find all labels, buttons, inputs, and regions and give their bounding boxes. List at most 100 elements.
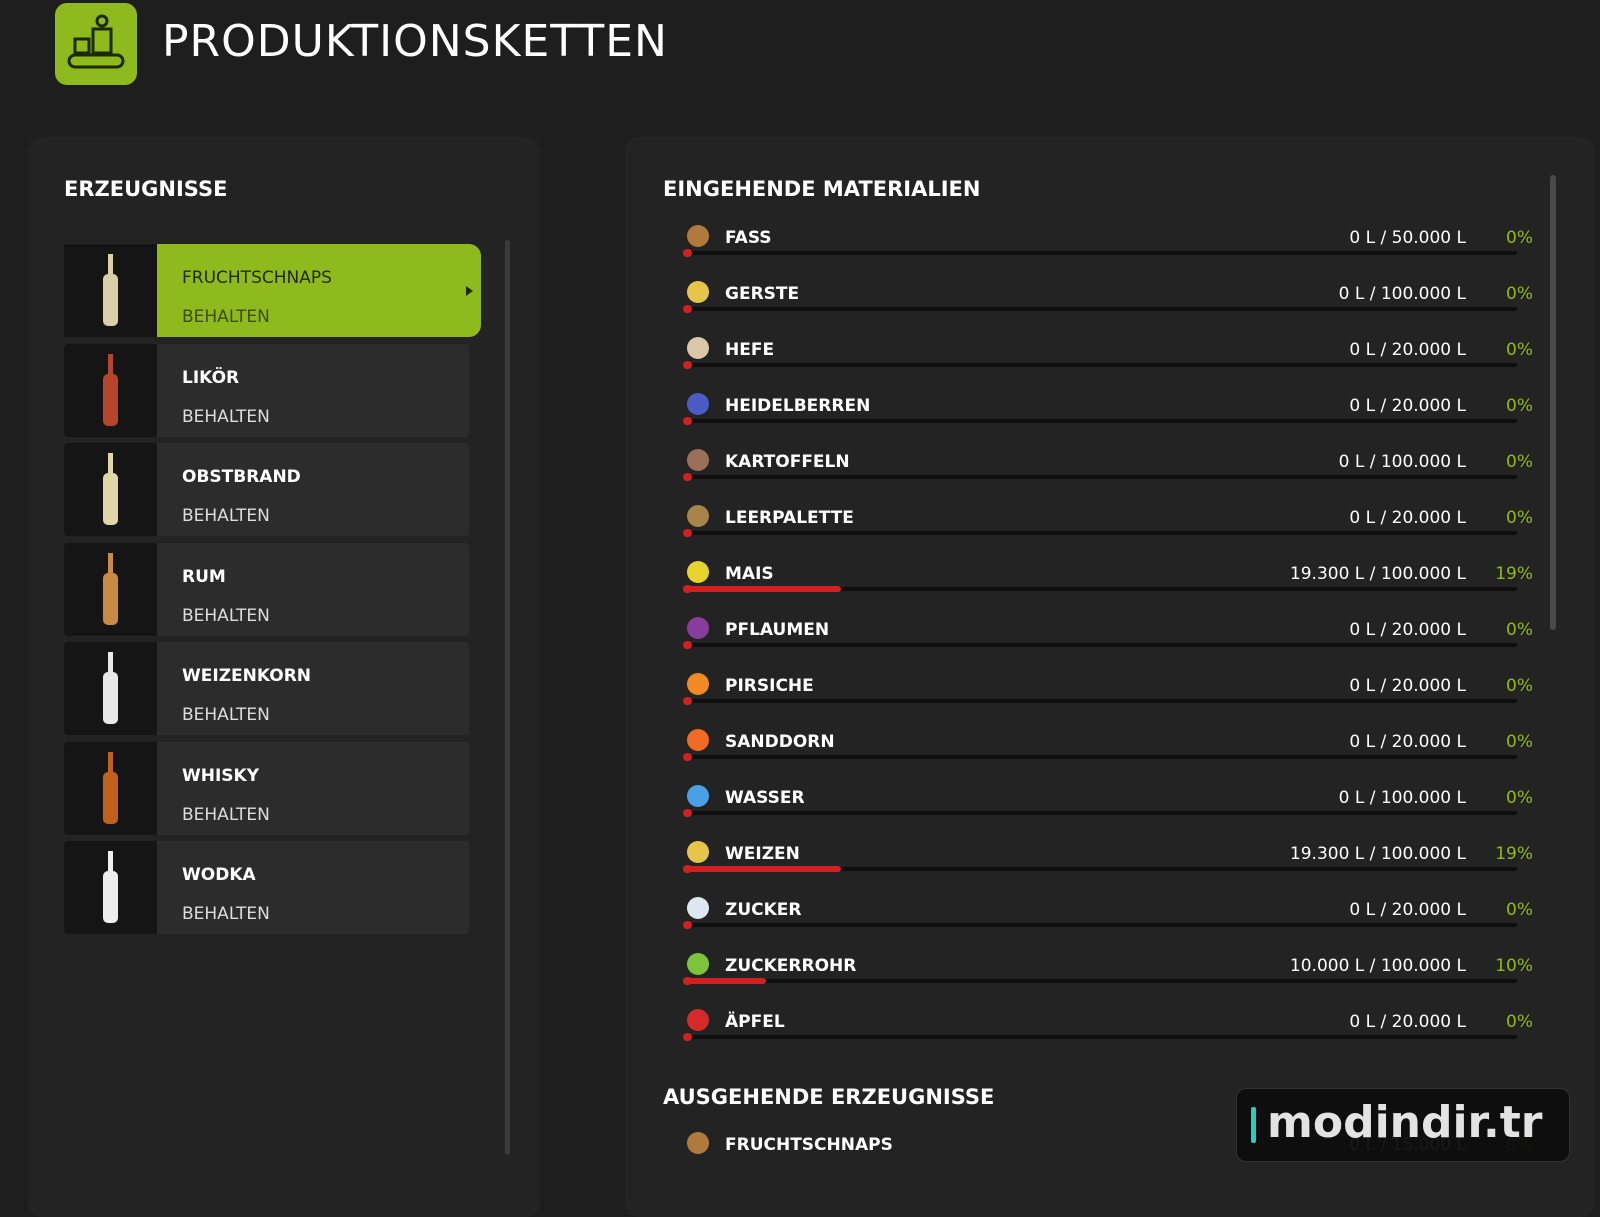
material-percent: 0% xyxy=(1506,396,1533,416)
product-name: FRUCHTSCHNAPS xyxy=(182,268,332,288)
progress-track xyxy=(683,1035,1517,1039)
progress-cap xyxy=(683,305,692,313)
material-percent: 0% xyxy=(1506,508,1533,528)
material-name: KARTOFFELN xyxy=(725,452,850,472)
material-icon xyxy=(687,673,709,695)
product-name: WEIZENKORN xyxy=(182,666,312,686)
material-icon xyxy=(687,561,709,583)
bottle xyxy=(103,453,118,525)
product-name: WHISKY xyxy=(182,765,260,786)
material-row: ZUCKERROHR 10.000 L / 100.000 L 10% xyxy=(663,953,1563,997)
material-icon xyxy=(687,841,709,863)
product-card[interactable]: WEIZENKORN BEHALTEN xyxy=(64,642,469,735)
product-card[interactable]: RUM BEHALTEN xyxy=(64,542,469,636)
material-amount: 0 L / 20.000 L xyxy=(1349,1012,1466,1032)
progress-track xyxy=(683,755,1517,759)
progress-track xyxy=(683,643,1517,647)
progress-cap xyxy=(683,641,692,649)
material-row: MAIS 19.300 L / 100.000 L 19% xyxy=(663,561,1563,605)
product-name: RUM xyxy=(182,566,226,587)
material-icon xyxy=(687,729,709,751)
material-amount: 0 L / 50.000 L xyxy=(1349,228,1466,248)
material-name: ZUCKERROHR xyxy=(725,956,857,976)
product-card[interactable]: LIKÖR BEHALTEN xyxy=(64,343,469,437)
material-percent: 0% xyxy=(1506,788,1533,808)
product-card[interactable]: WODKA BEHALTEN xyxy=(64,841,469,934)
outputs-title: AUSGEHENDE ERZEUGNISSE xyxy=(663,1085,995,1109)
material-amount: 0 L / 20.000 L xyxy=(1349,732,1466,752)
progress-cap xyxy=(683,753,692,761)
material-percent: 0% xyxy=(1506,900,1533,920)
material-percent: 0% xyxy=(1506,732,1533,752)
product-card[interactable]: WHISKY BEHALTEN xyxy=(64,741,469,835)
material-name: FASS xyxy=(725,228,772,248)
progress-fill xyxy=(683,866,842,872)
material-row: PFLAUMEN 0 L / 20.000 L 0% xyxy=(663,617,1563,661)
bottle xyxy=(103,254,118,326)
material-name: WEIZEN xyxy=(725,844,800,864)
app-icon xyxy=(55,3,137,85)
material-percent: 19% xyxy=(1495,844,1533,864)
progress-track xyxy=(683,475,1517,479)
inputs-title: EINGEHENDE MATERIALIEN xyxy=(663,177,981,201)
product-status: BEHALTEN xyxy=(182,904,270,924)
product-status: BEHALTEN xyxy=(182,406,270,427)
material-amount: 0 L / 100.000 L xyxy=(1338,452,1466,472)
progress-track xyxy=(683,419,1517,423)
progress-cap xyxy=(683,1033,692,1041)
scrollbar[interactable] xyxy=(505,240,510,1155)
material-row: LEERPALETTE 0 L / 20.000 L 0% xyxy=(663,505,1563,549)
material-percent: 0% xyxy=(1506,228,1533,248)
material-row: HEIDELBERREN 0 L / 20.000 L 0% xyxy=(663,393,1563,437)
product-thumb xyxy=(64,642,157,735)
material-percent: 0% xyxy=(1506,340,1533,360)
product-card[interactable]: OBSTBRAND BEHALTEN xyxy=(64,443,469,536)
material-icon xyxy=(687,281,709,303)
progress-track xyxy=(683,979,1517,983)
watermark: modindir.tr xyxy=(1267,1097,1543,1148)
products-title: ERZEUGNISSE xyxy=(64,177,228,201)
material-icon xyxy=(687,1132,709,1154)
material-percent: 0% xyxy=(1506,284,1533,304)
scrollbar[interactable] xyxy=(1550,175,1556,630)
material-amount: 0 L / 100.000 L xyxy=(1338,284,1466,304)
material-icon xyxy=(687,225,709,247)
page: PRODUKTIONSKETTEN ERZEUGNISSE FRUCHTSCHN… xyxy=(55,3,1570,1162)
material-name: HEIDELBERREN xyxy=(725,396,871,416)
material-row: ÄPFEL 0 L / 20.000 L 0% xyxy=(663,1009,1563,1053)
material-row: PIRSICHE 0 L / 20.000 L 0% xyxy=(663,673,1563,717)
material-amount: 0 L / 20.000 L xyxy=(1349,620,1466,640)
product-name: OBSTBRAND xyxy=(182,467,301,487)
material-amount: 0 L / 20.000 L xyxy=(1349,340,1466,360)
material-icon xyxy=(687,953,709,975)
product-status: BEHALTEN xyxy=(182,506,270,526)
product-name: WODKA xyxy=(182,865,256,885)
material-name: WASSER xyxy=(725,788,805,808)
material-amount: 0 L / 20.000 L xyxy=(1349,676,1466,696)
progress-track xyxy=(683,531,1517,535)
progress-track xyxy=(683,867,1517,871)
material-percent: 0% xyxy=(1506,452,1533,472)
product-thumb xyxy=(64,841,157,934)
material-percent: 10% xyxy=(1495,956,1533,976)
material-row: SANDDORN 0 L / 20.000 L 0% xyxy=(663,729,1563,773)
product-card[interactable]: FRUCHTSCHNAPS BEHALTEN xyxy=(64,244,481,337)
material-name: PFLAUMEN xyxy=(725,620,830,640)
material-amount: 0 L / 20.000 L xyxy=(1349,396,1466,416)
product-status: BEHALTEN xyxy=(182,605,270,626)
material-row: GERSTE 0 L / 100.000 L 0% xyxy=(663,281,1563,325)
product-name: LIKÖR xyxy=(182,367,240,388)
material-name: MAIS xyxy=(725,564,774,584)
progress-cap xyxy=(683,473,692,481)
material-amount: 0 L / 100.000 L xyxy=(1338,788,1466,808)
material-amount: 19.300 L / 100.000 L xyxy=(1289,844,1466,864)
material-name: PIRSICHE xyxy=(725,676,814,696)
material-percent: 0% xyxy=(1506,1012,1533,1032)
material-percent: 0% xyxy=(1506,676,1533,696)
selection-arrow xyxy=(466,286,473,296)
material-name: ÄPFEL xyxy=(725,1012,785,1032)
material-icon xyxy=(687,617,709,639)
material-percent: 19% xyxy=(1495,564,1533,584)
material-icon xyxy=(687,785,709,807)
icon-graphic xyxy=(67,14,125,69)
